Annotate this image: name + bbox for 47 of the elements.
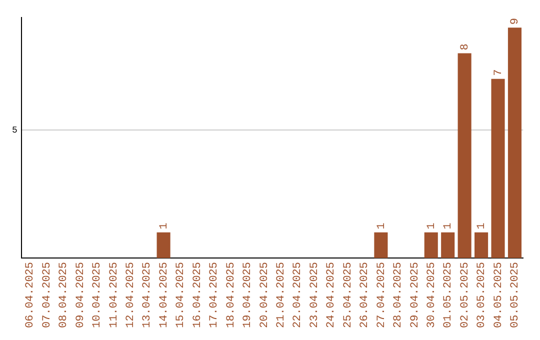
- data-label: 8: [459, 44, 472, 50]
- x-tick-label: 14.04.2025: [158, 262, 170, 328]
- x-tick-label: 18.04.2025: [225, 262, 238, 328]
- bar: [424, 232, 438, 258]
- bar: [374, 232, 388, 258]
- x-tick-label: 27.04.2025: [376, 262, 388, 328]
- x-tick-label: 08.04.2025: [58, 262, 70, 328]
- x-tick-label: 15.04.2025: [175, 262, 188, 328]
- x-tick-label: 12.04.2025: [125, 262, 138, 328]
- x-tick-label: 05.05.2025: [510, 262, 522, 328]
- x-tick-label: 22.04.2025: [292, 262, 304, 328]
- bar: [458, 53, 472, 258]
- data-label: 1: [442, 222, 455, 230]
- x-tick-label: 13.04.2025: [142, 262, 154, 328]
- x-tick-label: 23.04.2025: [308, 262, 321, 328]
- x-tick-label: 16.04.2025: [192, 262, 204, 328]
- data-label: 7: [492, 69, 505, 76]
- bar: [474, 232, 488, 258]
- bar: [441, 232, 455, 258]
- bar: [156, 232, 170, 258]
- x-tick-label: 19.04.2025: [242, 262, 254, 328]
- data-label: 1: [426, 222, 438, 230]
- x-tick-label: 02.05.2025: [459, 262, 472, 328]
- x-tick-label: 30.04.2025: [426, 262, 438, 328]
- x-tick-label: 17.04.2025: [208, 262, 221, 328]
- x-tick-label: 10.04.2025: [92, 262, 104, 328]
- x-tick-label: 07.04.2025: [41, 262, 54, 328]
- data-label: 1: [376, 222, 388, 230]
- x-tick-label: 20.04.2025: [258, 262, 271, 328]
- x-tick-label: 11.04.2025: [108, 262, 120, 328]
- data-label: 1: [476, 222, 488, 230]
- x-tick-label: 03.05.2025: [476, 262, 488, 328]
- x-tick-label: 04.05.2025: [492, 262, 505, 328]
- x-tick-label: 01.05.2025: [442, 262, 455, 328]
- data-label: 1: [158, 222, 170, 230]
- bar: [491, 78, 505, 258]
- x-tick-label: 28.04.2025: [392, 262, 405, 328]
- x-tick-label: 24.04.2025: [326, 262, 338, 328]
- x-tick-label: 09.04.2025: [74, 262, 87, 328]
- x-tick-label: 26.04.2025: [359, 262, 372, 328]
- bar: [508, 28, 522, 258]
- data-label: 9: [510, 18, 522, 25]
- x-tick-label: 25.04.2025: [342, 262, 354, 328]
- x-tick-label: 21.04.2025: [276, 262, 288, 328]
- x-tick-label: 29.04.2025: [409, 262, 422, 328]
- y-tick-label: 5: [12, 125, 18, 136]
- x-tick-label: 06.04.2025: [24, 262, 37, 328]
